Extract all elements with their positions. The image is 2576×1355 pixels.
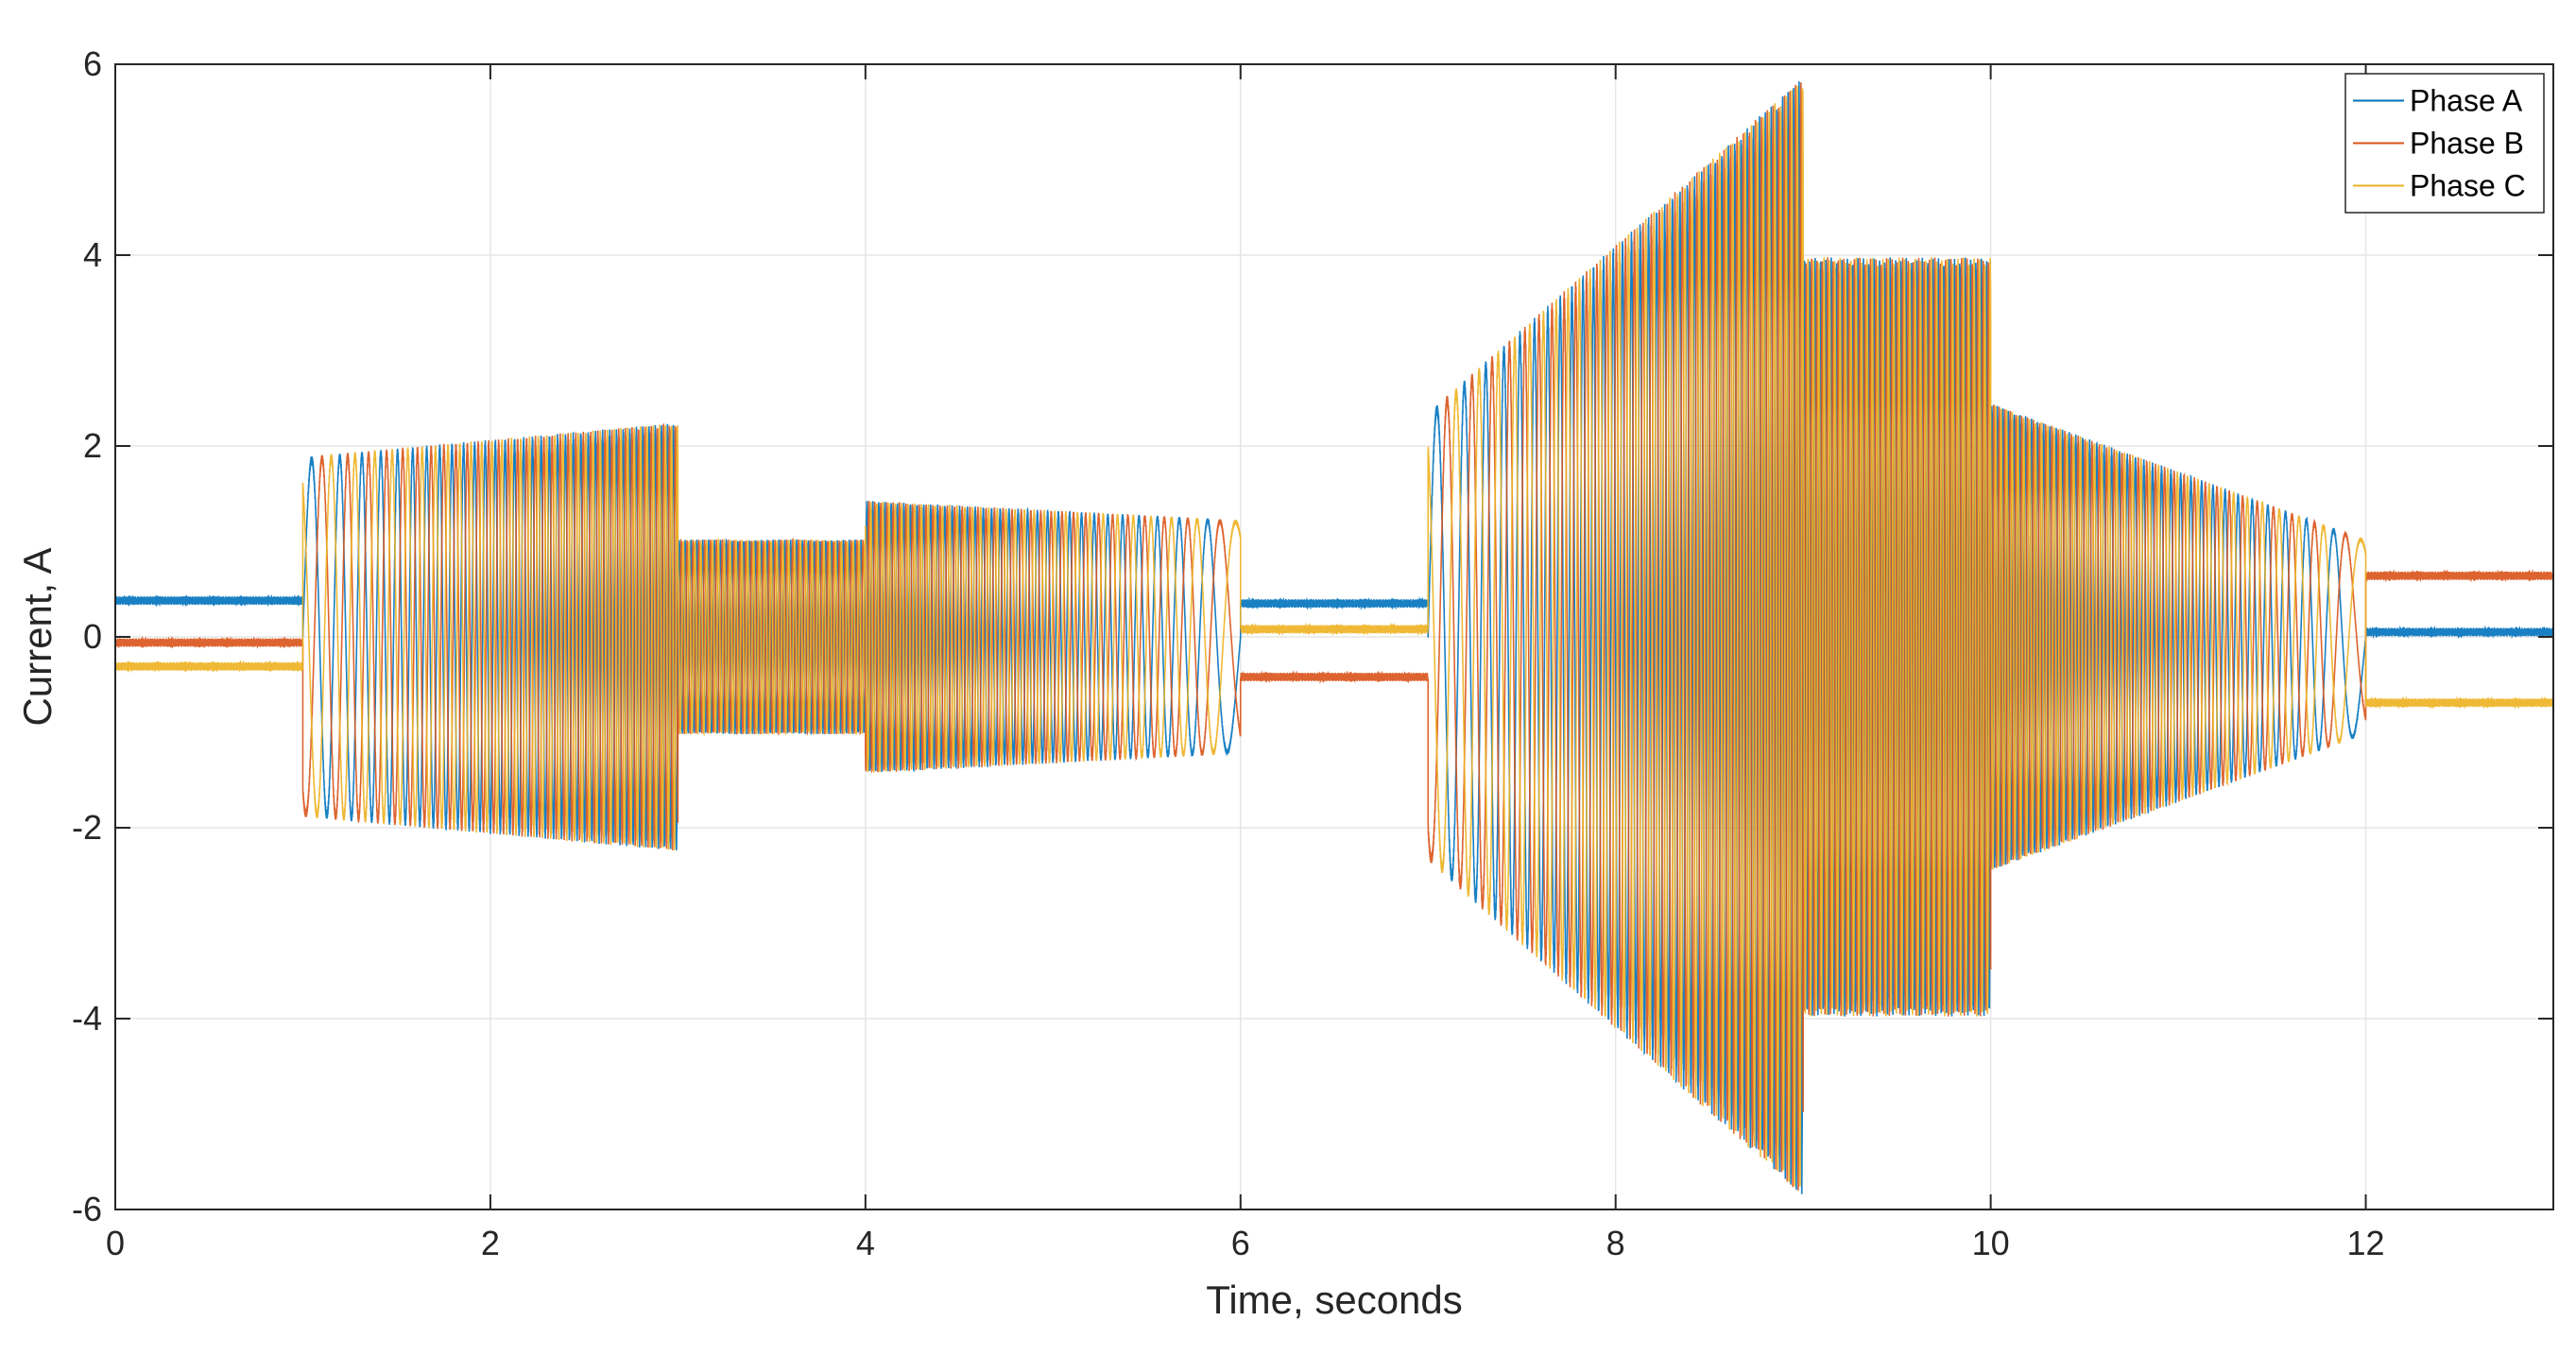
x-axis-label: Time, seconds [1206, 1278, 1463, 1322]
x-tick-label: 2 [481, 1224, 500, 1262]
x-tick-label: 8 [1606, 1224, 1625, 1262]
y-tick-label: 6 [83, 44, 102, 83]
y-tick-label: 4 [83, 235, 102, 274]
x-tick-label: 10 [1972, 1224, 2010, 1262]
y-tick-labels: -6 -4 -2 0 2 4 6 [72, 44, 102, 1228]
x-tick-labels: 0 2 4 6 8 10 12 [106, 1224, 2385, 1262]
legend-entry: Phase C [2410, 169, 2526, 203]
x-tick-label: 0 [106, 1224, 125, 1262]
series-line-phase-c [115, 85, 2553, 1187]
legend: Phase A Phase B Phase C [2344, 73, 2545, 214]
y-tick-label: 0 [83, 617, 102, 656]
legend-entry: Phase A [2410, 84, 2523, 118]
x-tick-label: 6 [1231, 1224, 1250, 1262]
y-axis-label: Current, A [15, 547, 60, 726]
x-tick-label: 12 [2347, 1224, 2385, 1262]
y-tick-label: 2 [83, 426, 102, 465]
y-tick-label: -6 [72, 1190, 102, 1228]
series-line-phase-b [115, 82, 2553, 1191]
y-tick-label: -2 [72, 808, 102, 847]
series-layer [115, 81, 2553, 1194]
legend-entry: Phase B [2410, 127, 2524, 161]
y-tick-label: -4 [72, 999, 102, 1038]
x-tick-label: 4 [856, 1224, 875, 1262]
axis-ticks [114, 63, 2553, 1210]
